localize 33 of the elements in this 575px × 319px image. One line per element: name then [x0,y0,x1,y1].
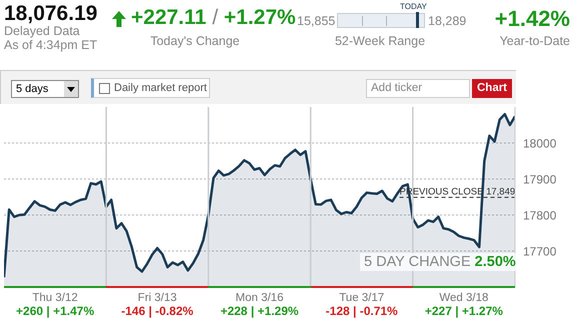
x-tick-label: Thu 3/12 [32,292,78,304]
x-tick-label: Tue 3/17 [339,292,384,304]
text: -128 | -0.71% [326,304,398,318]
text: / [212,6,218,29]
text: 52-Week Range [334,34,426,48]
text: Year-to-Date [498,34,570,48]
text: +260 | +1.47% [16,304,94,318]
text: +1.27% [224,6,296,29]
y-tick-label: 17900 [523,172,557,186]
button: Chart [472,79,512,98]
chart-title: 18,076.19 [4,2,98,26]
text: +1.42% [494,6,570,32]
y-tick-label: 17700 [523,244,557,258]
x-tick-label: Fri 3/13 [138,292,177,304]
annotation: 5 DAY CHANGE [364,254,471,270]
dropdown: 5 days [11,80,79,98]
text: As of 4:34pm ET [4,38,98,52]
text: +227 | +1.27% [424,304,504,318]
y-tick-label: 17800 [523,208,557,222]
text: Delayed Data [4,24,80,38]
x-tick-label: Wed 3/18 [439,292,488,304]
y-tick-label: 18000 [523,136,557,150]
annotation: 2.50% [474,254,516,270]
text: +227.11 [131,6,206,29]
text: 15,855 [297,14,336,28]
text: +228 | +1.29% [220,304,299,318]
text: 18,289 [428,14,466,28]
text: Today's Change [149,34,241,48]
x-tick-label: Mon 3/16 [236,292,284,304]
toolbar: 5 days Daily market report Add ticker Chart [0,70,516,104]
text: -146 | -0.82% [121,304,194,318]
text-field: Add ticker [366,79,470,98]
text: TODAY [400,2,427,11]
